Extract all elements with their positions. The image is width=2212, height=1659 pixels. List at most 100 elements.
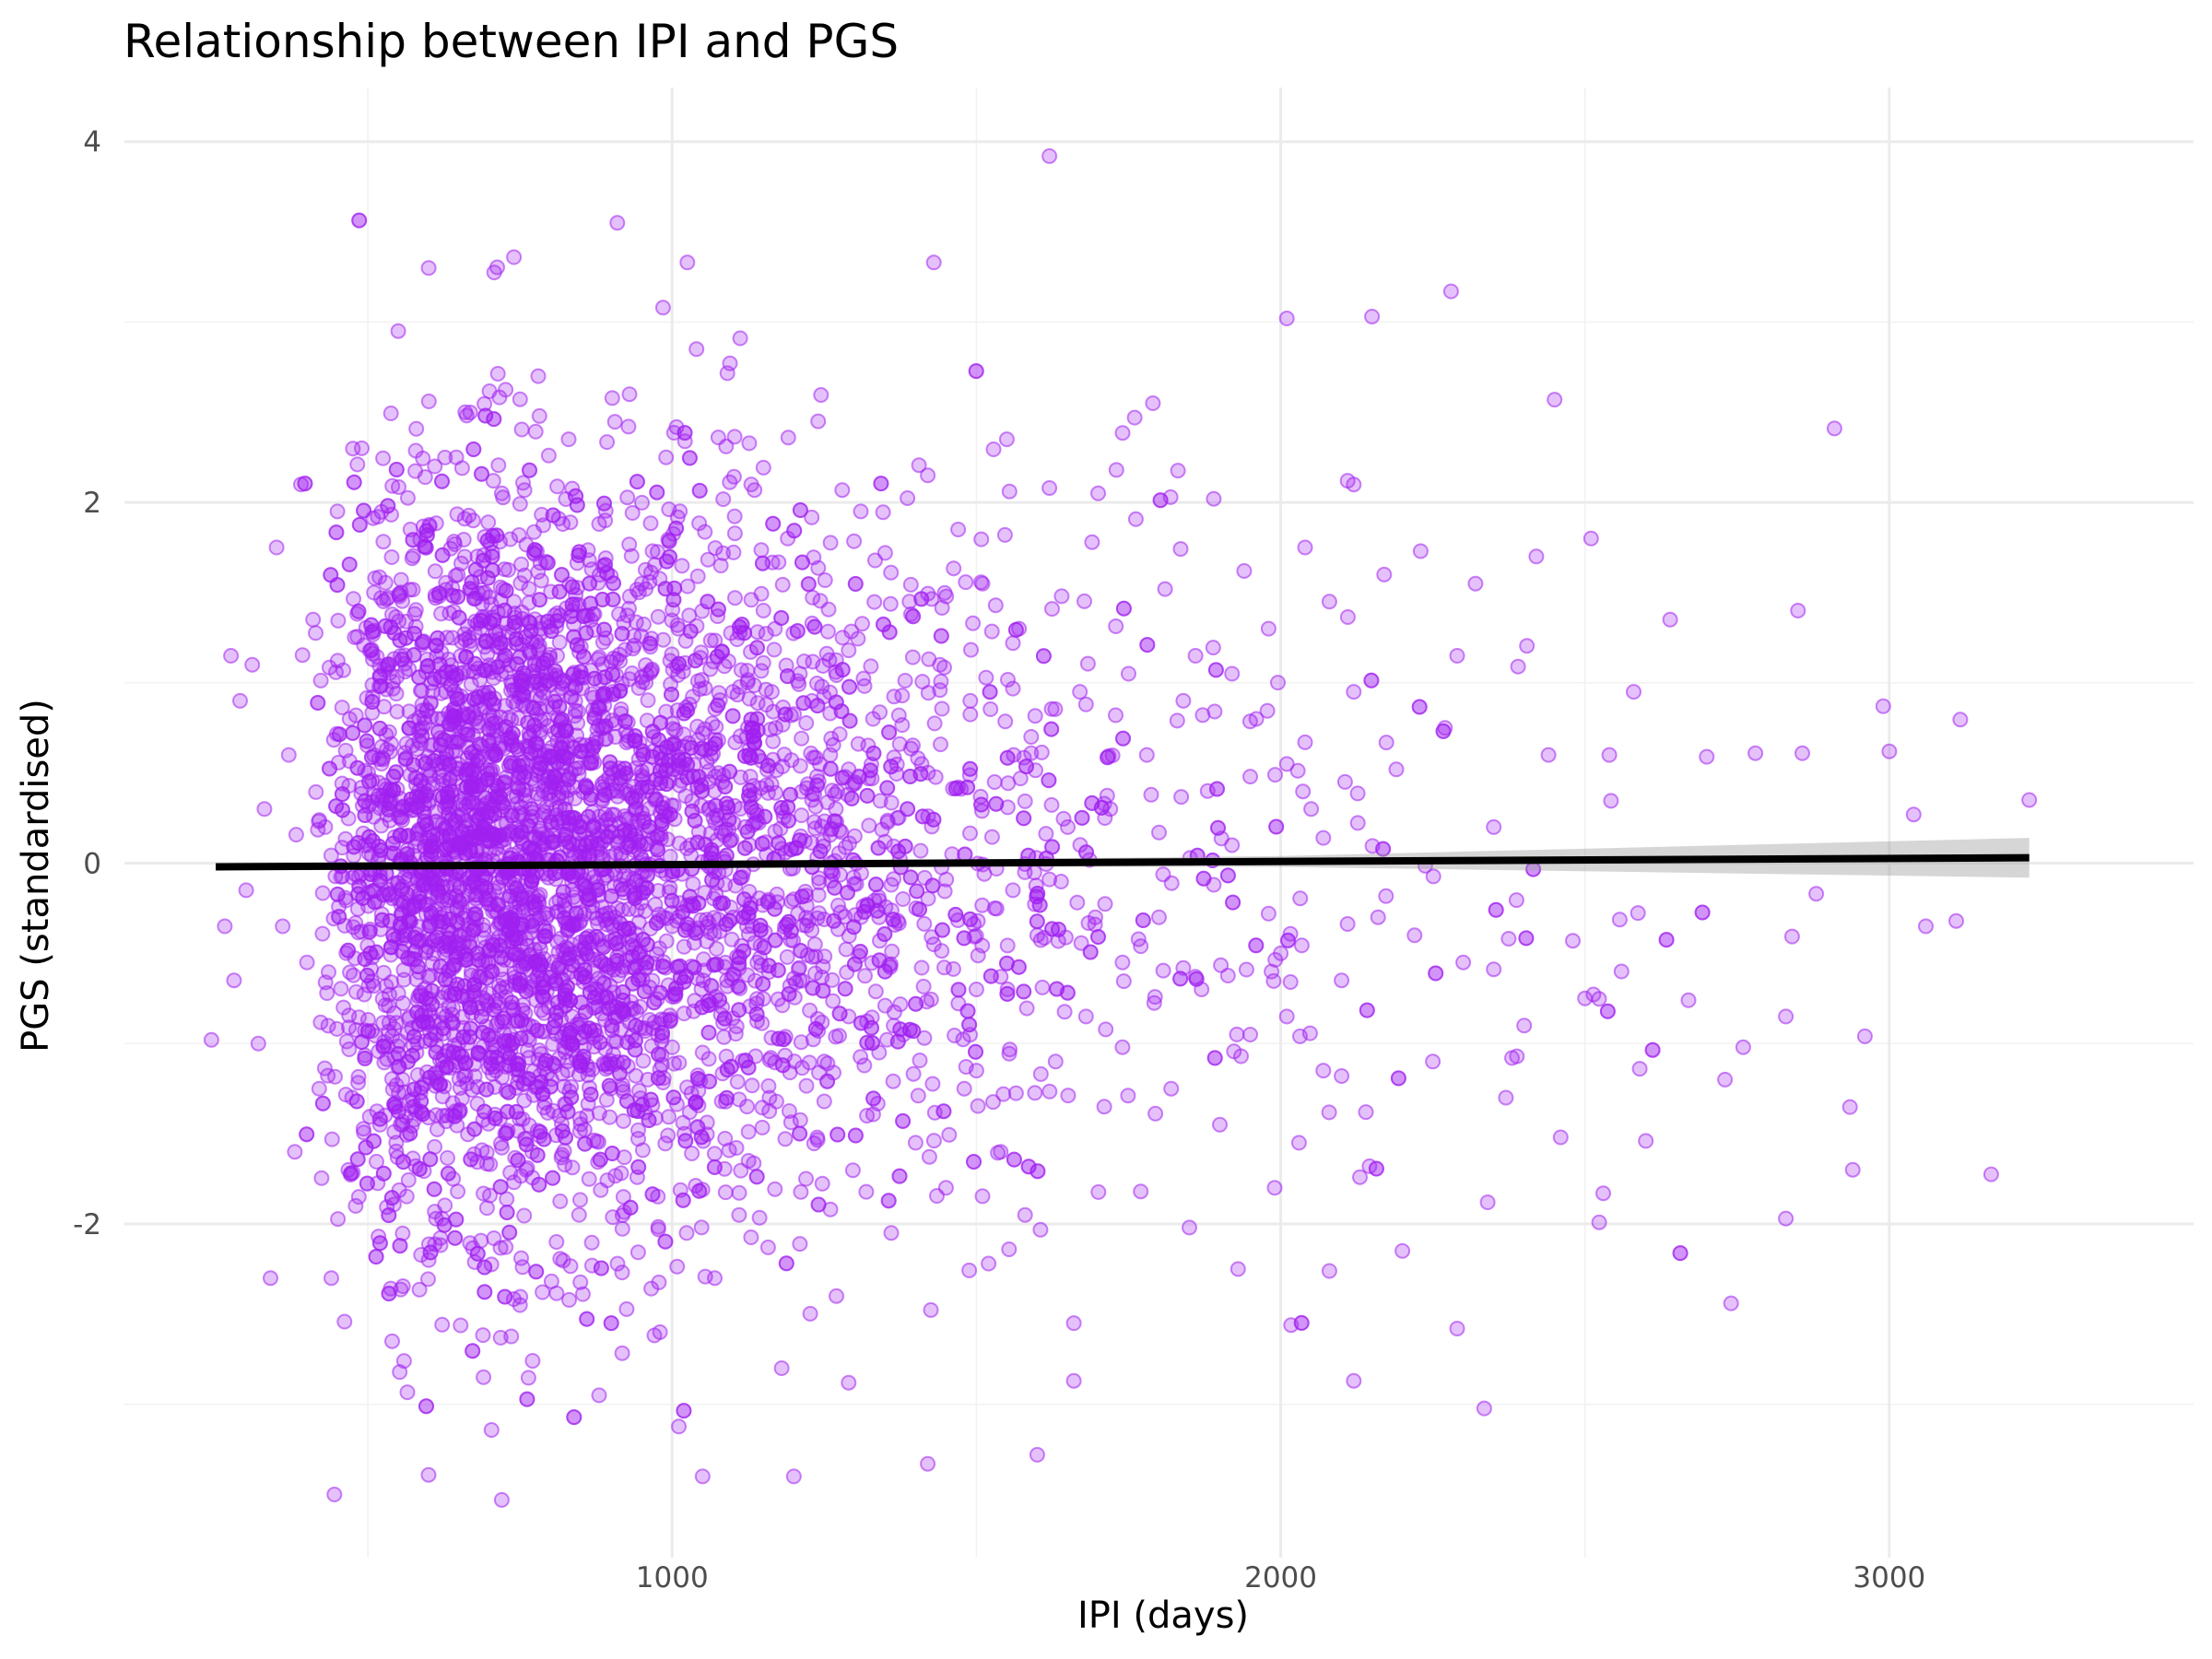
data-point-4924 bbox=[512, 649, 528, 665]
data-point-4137 bbox=[383, 1190, 400, 1206]
data-point-3572 bbox=[1170, 463, 1186, 479]
data-point-1162 bbox=[1611, 912, 1628, 928]
data-point-4951 bbox=[826, 912, 842, 929]
data-point-4908 bbox=[754, 836, 771, 852]
data-point-4592 bbox=[1029, 888, 1045, 905]
data-point-4921 bbox=[792, 502, 808, 518]
data-point-3725 bbox=[890, 707, 907, 724]
data-point-4228 bbox=[434, 473, 450, 489]
data-point-4958 bbox=[809, 698, 826, 714]
data-point-4884 bbox=[513, 824, 530, 841]
data-point-4808 bbox=[1020, 1159, 1037, 1175]
data-point-3021 bbox=[1032, 1221, 1049, 1238]
data-point-4436 bbox=[523, 801, 539, 818]
data-point-3903 bbox=[657, 1135, 674, 1152]
data-point-3409 bbox=[420, 394, 437, 409]
data-point-4798 bbox=[859, 787, 876, 804]
data-point-4676 bbox=[545, 1055, 561, 1072]
data-point-1307 bbox=[1005, 680, 1021, 697]
data-point-4741 bbox=[465, 441, 482, 457]
data-point-1446 bbox=[1205, 640, 1221, 656]
data-point-3582 bbox=[1264, 963, 1280, 980]
data-point-4918 bbox=[933, 628, 949, 644]
data-point-4263 bbox=[596, 621, 612, 638]
data-point-4502 bbox=[800, 576, 817, 593]
data-point-3668 bbox=[434, 1316, 451, 1333]
data-point-1096 bbox=[400, 1171, 417, 1188]
data-point-4343 bbox=[756, 939, 772, 956]
data-point-4599 bbox=[778, 1255, 794, 1272]
data-point-1115 bbox=[440, 1149, 455, 1166]
data-point-3956 bbox=[388, 1077, 405, 1093]
data-point-4182 bbox=[582, 1087, 599, 1102]
data-point-1266 bbox=[802, 1305, 818, 1322]
data-point-3678 bbox=[483, 596, 500, 613]
data-point-962 bbox=[613, 1165, 629, 1182]
data-point-4856 bbox=[402, 1125, 418, 1142]
data-point-4902 bbox=[1018, 759, 1034, 775]
data-point-4638 bbox=[357, 1050, 373, 1066]
data-point-223 bbox=[1630, 905, 1646, 922]
data-point-4825 bbox=[441, 757, 457, 773]
data-point-3049 bbox=[689, 568, 706, 584]
data-point-4416 bbox=[460, 709, 477, 724]
data-point-1306 bbox=[996, 526, 1013, 543]
data-point-4590 bbox=[426, 1181, 442, 1197]
data-point-4799 bbox=[519, 1391, 535, 1407]
data-point-3898 bbox=[591, 649, 607, 665]
data-point-4084 bbox=[749, 624, 766, 641]
data-point-3679 bbox=[556, 1143, 572, 1159]
data-point-4657 bbox=[349, 1151, 366, 1168]
data-point-4694 bbox=[363, 617, 380, 633]
data-point-1001 bbox=[483, 1422, 500, 1438]
data-point-4640 bbox=[774, 1057, 791, 1074]
data-point-113 bbox=[1097, 896, 1113, 912]
data-point-3914 bbox=[774, 576, 791, 593]
data-point-3630 bbox=[1047, 700, 1064, 717]
data-point-4859 bbox=[471, 810, 487, 827]
data-point-3239 bbox=[1476, 1400, 1492, 1417]
data-point-3997 bbox=[511, 527, 527, 543]
data-point-4303 bbox=[364, 749, 380, 765]
data-point-1086 bbox=[1018, 1000, 1035, 1017]
data-point-3765 bbox=[894, 688, 911, 704]
data-point-4261 bbox=[554, 567, 570, 583]
data-point-4714 bbox=[582, 755, 599, 771]
data-point-944 bbox=[915, 978, 932, 994]
data-point-4404 bbox=[512, 670, 529, 687]
data-point-4306 bbox=[374, 912, 391, 928]
data-point-4704 bbox=[439, 1059, 454, 1076]
data-point-2687 bbox=[647, 896, 664, 912]
data-point-2636 bbox=[1486, 961, 1502, 978]
data-point-760 bbox=[973, 531, 990, 547]
data-point-4814 bbox=[341, 556, 358, 572]
data-point-2620 bbox=[740, 1124, 757, 1140]
data-point-4256 bbox=[841, 678, 857, 695]
data-point-104 bbox=[798, 715, 815, 731]
data-point-3942 bbox=[726, 429, 743, 445]
data-point-4641 bbox=[532, 1124, 548, 1140]
data-point-3046 bbox=[1983, 1166, 1999, 1182]
data-point-3573 bbox=[830, 897, 846, 913]
data-point-4230 bbox=[329, 886, 346, 902]
data-point-4539 bbox=[666, 580, 683, 596]
data-point-480 bbox=[767, 1181, 783, 1197]
data-point-3698 bbox=[892, 996, 909, 1013]
data-point-1387 bbox=[432, 1230, 449, 1246]
data-point-4815 bbox=[569, 497, 585, 513]
data-point-287 bbox=[755, 459, 771, 476]
data-point-4784 bbox=[1041, 772, 1057, 789]
data-point-88 bbox=[934, 700, 950, 717]
data-point-3796 bbox=[1146, 994, 1162, 1011]
data-point-1478 bbox=[324, 1131, 340, 1147]
data-point-2930 bbox=[941, 1126, 958, 1143]
data-point-4677 bbox=[1090, 929, 1106, 945]
data-point-4575 bbox=[1043, 721, 1060, 737]
data-point-4433 bbox=[571, 547, 587, 563]
data-point-3376 bbox=[314, 925, 331, 942]
data-point-4826 bbox=[572, 664, 589, 680]
data-point-4628 bbox=[968, 363, 984, 380]
data-point-1389 bbox=[733, 1162, 749, 1179]
data-point-923 bbox=[1007, 1085, 1024, 1101]
data-point-4927 bbox=[834, 662, 851, 678]
